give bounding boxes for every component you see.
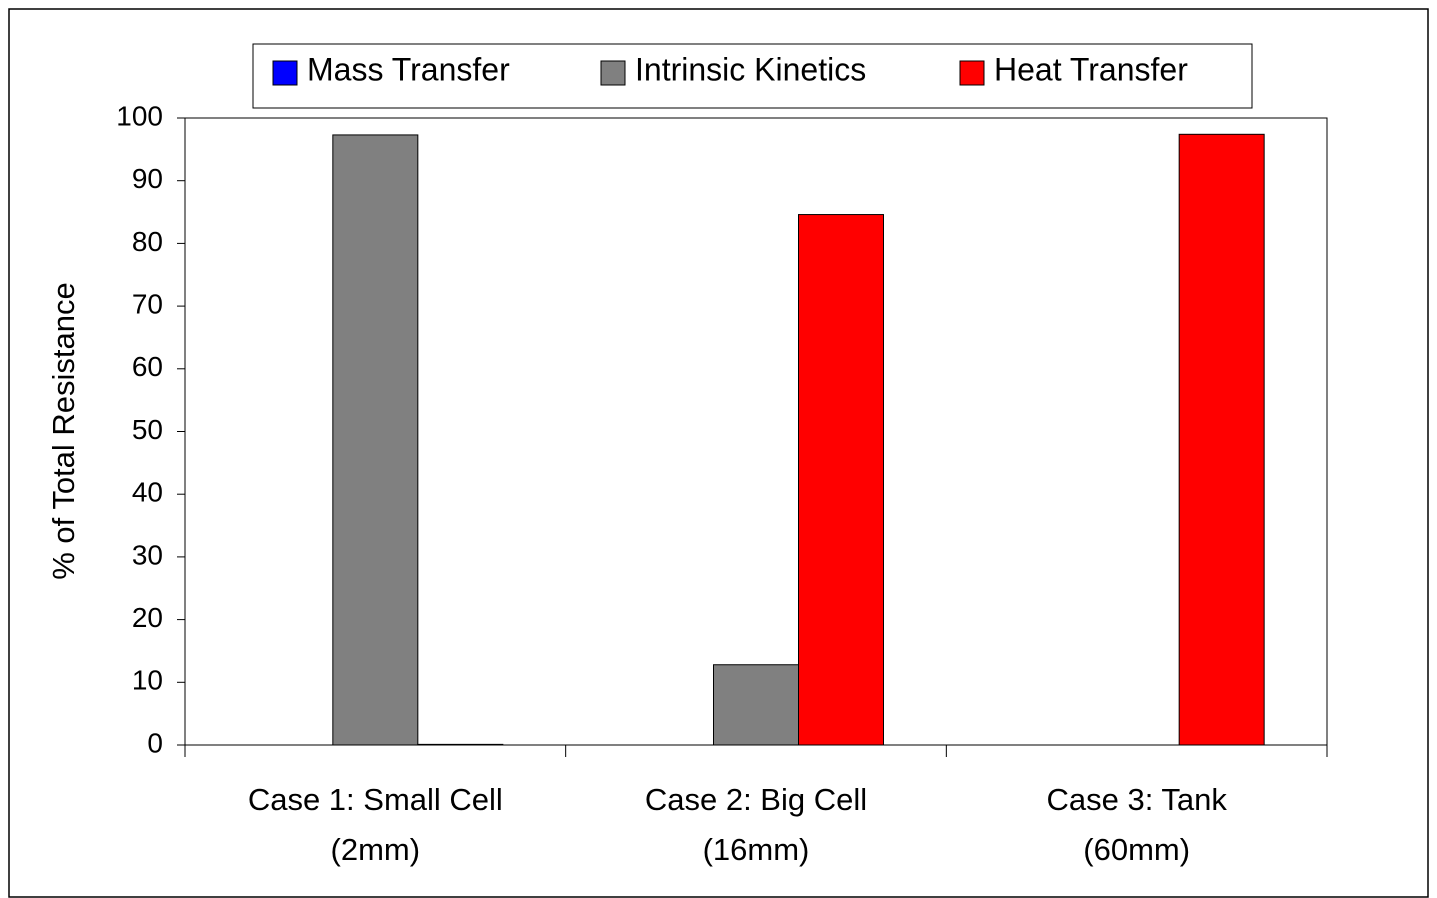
- x-tick-label-line: Case 3: Tank: [1046, 782, 1227, 817]
- x-tick-label-line: (60mm): [1083, 832, 1190, 867]
- bar: [1178, 133, 1265, 746]
- x-tick-label-line: (2mm): [331, 832, 421, 867]
- y-tick-label: 70: [132, 288, 163, 319]
- bar: [417, 743, 504, 746]
- y-tick-label: 40: [132, 477, 163, 508]
- x-tick-label-line: Case 1: Small Cell: [248, 782, 503, 817]
- x-tick-label: Case 2: Big Cell (16mm): [645, 782, 867, 867]
- y-tick-label: 30: [132, 539, 163, 570]
- legend-label: Mass Transfer: [307, 51, 510, 87]
- y-tick-label: 0: [147, 727, 163, 758]
- y-axis-label: % of Total Resistance: [46, 282, 81, 580]
- y-tick-label: 20: [132, 602, 163, 633]
- y-tick-label: 10: [132, 665, 163, 696]
- legend-swatch: [272, 60, 298, 86]
- legend-label: Intrinsic Kinetics: [635, 51, 866, 87]
- x-tick-label-line: Case 2: Big Cell: [645, 782, 867, 817]
- y-tick-label: 80: [132, 226, 163, 257]
- x-tick-label: Case 3: Tank (60mm): [1046, 782, 1227, 867]
- legend-swatch: [959, 60, 985, 86]
- x-tick-label: Case 1: Small Cell (2mm): [248, 782, 503, 867]
- y-tick-label: 60: [132, 351, 163, 382]
- legend-box: [252, 43, 1253, 109]
- bar: [713, 664, 799, 746]
- legend-swatch: [600, 60, 626, 86]
- x-tick-label-line: (16mm): [703, 832, 810, 867]
- bar: [798, 214, 884, 746]
- legend-label: Heat Transfer: [994, 51, 1188, 87]
- y-tick-label: 50: [132, 414, 163, 445]
- y-tick-label: 90: [132, 163, 163, 194]
- y-tick-label: 100: [116, 100, 163, 131]
- bar: [332, 134, 419, 746]
